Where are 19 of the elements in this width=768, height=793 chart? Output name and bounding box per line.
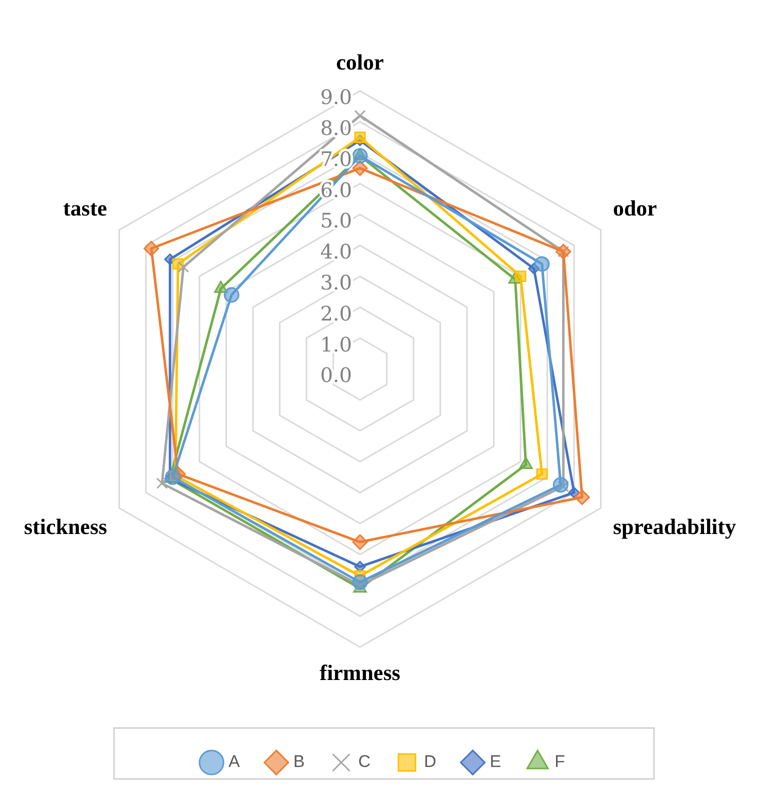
spoke-label: firmness (320, 660, 401, 685)
y-tick-label: 3.0 (320, 270, 352, 295)
legend-label: E (490, 752, 502, 772)
y-tick-label: 1.0 (320, 332, 352, 356)
spoke-label: color (336, 49, 384, 74)
legend-label: D (424, 752, 436, 772)
legend-label: A (228, 752, 241, 772)
spoke-label: spreadability (612, 514, 736, 539)
spoke-label: taste (63, 195, 108, 220)
y-tick-label: 5.0 (320, 208, 352, 233)
y-tick-label: 2.0 (320, 301, 352, 326)
y-tick-label: 0.0 (320, 363, 352, 388)
legend-label: C (358, 752, 370, 772)
legend-label: B (293, 752, 305, 772)
legend-label: F (554, 752, 565, 772)
spoke-label: stickness (24, 514, 108, 539)
spoke-label: odor (612, 195, 658, 220)
y-tick-label: 9.0 (320, 85, 352, 110)
y-tick-label: 4.0 (320, 240, 352, 264)
